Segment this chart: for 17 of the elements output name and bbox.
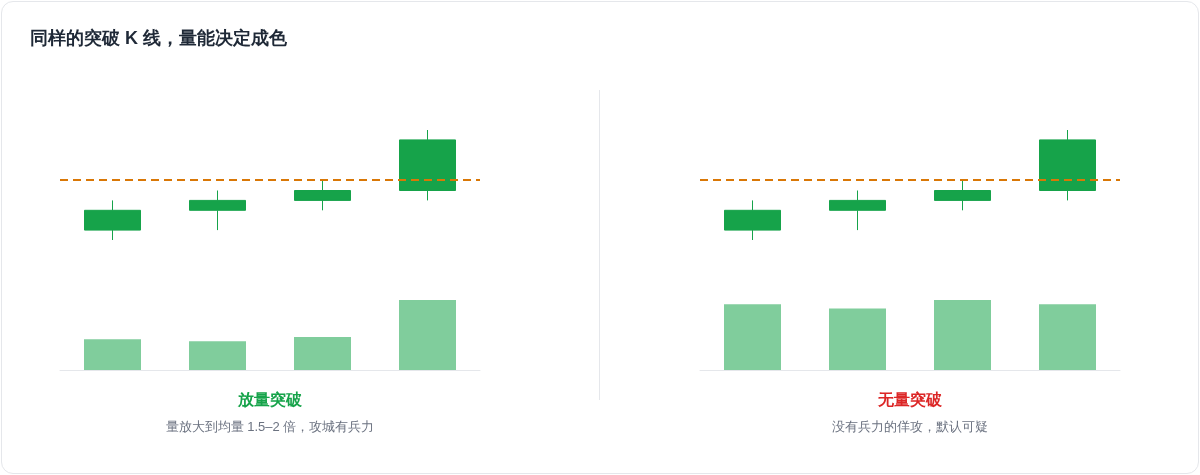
candlestick — [829, 190, 886, 231]
bar — [294, 337, 351, 370]
chart-title: 同样的突破 K 线，量能决定成色 — [30, 28, 288, 48]
text: 没有兵力的佯攻，默认可疑 — [832, 419, 988, 434]
text: 量放大到均量 1.5–2 倍，攻城有兵力 — [165, 419, 375, 434]
candlestick — [724, 199, 781, 241]
candlestick — [399, 129, 456, 201]
bar — [84, 339, 141, 370]
candlestick — [1039, 129, 1096, 201]
text: 无量突破 — [877, 390, 943, 408]
candlestick — [189, 190, 246, 231]
candlestick — [294, 179, 351, 211]
text: 放量突破 — [237, 390, 303, 408]
bar — [189, 341, 246, 370]
candlestick — [934, 179, 991, 211]
candlestick — [84, 199, 141, 241]
bar — [399, 300, 456, 370]
